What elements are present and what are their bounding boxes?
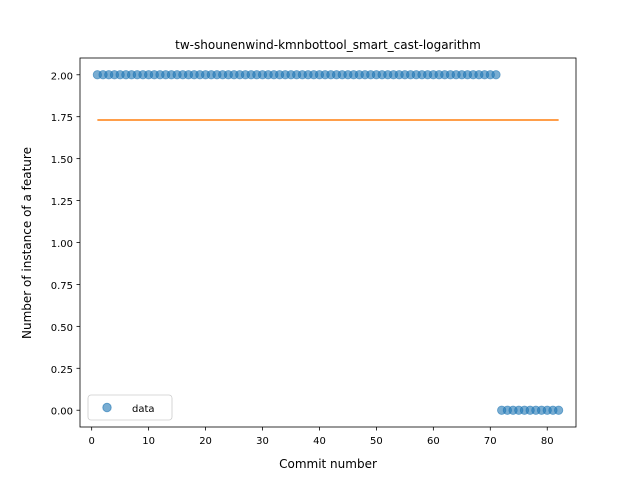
y-tick-label: 0.50 — [51, 323, 73, 334]
x-axis-label: Commit number — [279, 457, 377, 471]
y-axis-label: Number of instance of a feature — [20, 147, 34, 339]
x-tick-label: 60 — [427, 436, 440, 447]
y-tick-label: 1.25 — [51, 197, 73, 208]
y-tick-label: 0.25 — [51, 365, 73, 376]
x-tick-label: 40 — [313, 436, 326, 447]
y-tick-label: 1.75 — [51, 113, 73, 124]
plot-area — [92, 70, 564, 415]
axes: 0 10 20 30 40 50 60 70 80 0.00 0.25 0.50 0.75 1.00 1.2… — [51, 57, 577, 447]
x-tick-label: 0 — [88, 436, 94, 447]
y-tick-label: 0.00 — [51, 407, 73, 418]
legend-label: data — [132, 404, 155, 415]
legend-marker — [102, 402, 112, 413]
y-tick-label: 1.50 — [51, 155, 73, 166]
legend-box — [87, 394, 173, 421]
x-tick-label: 20 — [199, 436, 212, 447]
legend: data — [87, 394, 173, 421]
x-tick-label: 10 — [142, 436, 155, 447]
data-point — [554, 405, 564, 415]
x-tick-label: 80 — [541, 436, 554, 447]
data-point — [491, 70, 501, 80]
x-tick-label: 70 — [484, 436, 497, 447]
y-tick-label: 0.75 — [51, 281, 73, 292]
y-tick-label: 2.00 — [51, 71, 73, 82]
chart-title: tw-shounenwind-kmnbottool_smart_cast-log… — [175, 38, 481, 52]
x-tick-label: 50 — [370, 436, 383, 447]
y-tick-label: 1.00 — [51, 239, 73, 250]
x-tick-label: 30 — [256, 436, 269, 447]
